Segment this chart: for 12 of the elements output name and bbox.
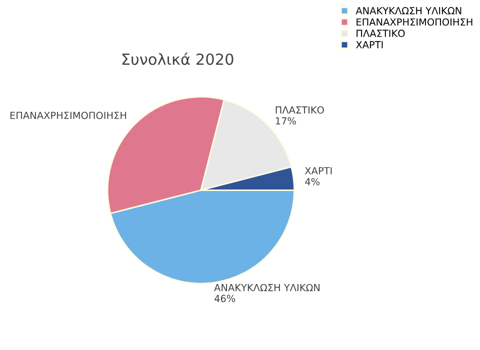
text: Συνολικά 2020: [122, 52, 234, 66]
data-label: 4%: [305, 178, 320, 186]
legend-label: ΧΑΡΤΙ: [356, 41, 383, 48]
legend-label: ΕΠΑΝΑΧΡΗΣΙΜΟΠΟΙΗΣΗ: [356, 18, 472, 26]
slice-label: ΑΝΑΚΥΚΛΩΣΗ ΥΛΙΚΩΝ: [214, 284, 320, 292]
legend-label: ΑΝΑΚΥΚΛΩΣΗ ΥΛΙΚΩΝ: [356, 7, 462, 14]
legend-label: ΠΛΑΣΤΙΚΟ: [356, 30, 405, 38]
data-label: 17%: [276, 117, 296, 125]
slice-label: ΕΠΑΝΑΧΡΗΣΙΜΟΠΟΙΗΣΗ: [10, 112, 126, 120]
slice-label: ΧΑΡΤΙ: [304, 167, 332, 174]
slice-label: ΠΛΑΣΤΙΚΟ: [276, 106, 324, 114]
data-label: 46%: [214, 294, 236, 302]
